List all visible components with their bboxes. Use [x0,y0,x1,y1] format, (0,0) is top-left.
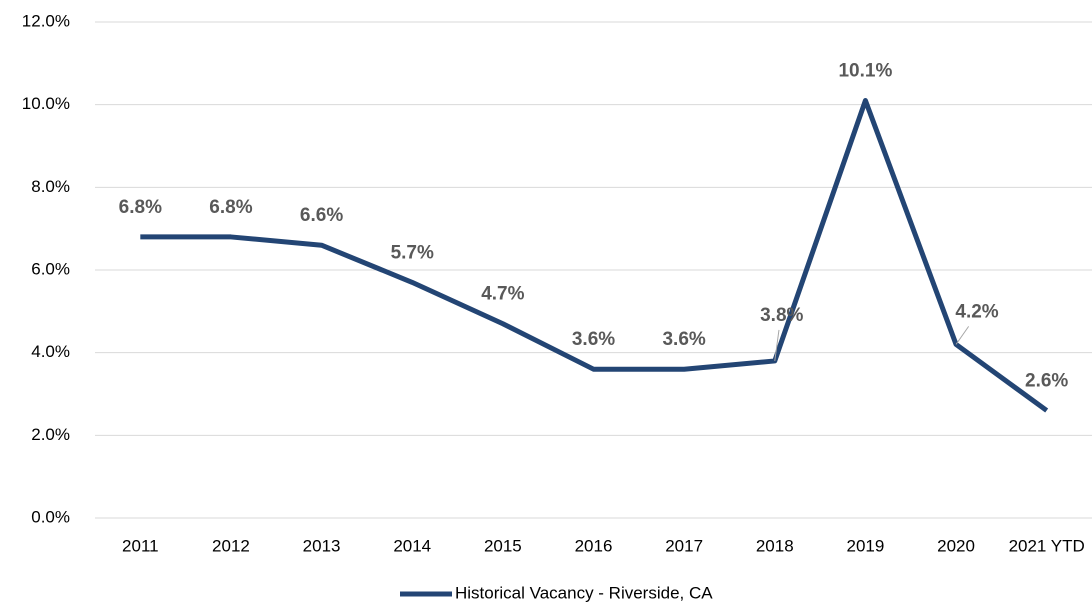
x-tick-label: 2011 [122,536,159,555]
x-tick-label: 2019 [846,536,884,555]
y-tick-label: 12.0% [22,11,70,30]
line [140,98,1049,413]
y-tick-label: 0.0% [31,507,70,526]
data-label: 3.8% [760,305,803,326]
x-tick-label: 2012 [212,536,250,555]
data-label: 6.8% [209,197,252,218]
x-tick-label: 2015 [484,536,522,555]
data-label: 10.1% [838,61,892,82]
data-label: 5.7% [391,242,434,263]
y-tick-label: 10.0% [22,94,70,113]
data-label: 4.7% [481,284,524,305]
leader-line [774,329,780,362]
y-tick-label: 2.0% [31,425,70,444]
data-label: 4.2% [955,301,998,322]
leader-line [955,326,970,345]
data-label: 3.6% [662,329,705,350]
data-label: 2.6% [1025,371,1068,392]
y-tick-label: 4.0% [31,342,70,361]
data-label: 6.6% [300,205,343,226]
x-tick-label: 2013 [303,536,341,555]
x-tick-label: 2020 [937,536,975,555]
x-tick-label: 2014 [393,536,431,555]
x-tick-label: 2018 [756,536,794,555]
x-tick-label: 2021 YTD [1009,536,1085,555]
y-tick-label: 8.0% [31,177,70,196]
y-tick-label: 6.0% [31,259,70,278]
legend-label: Historical Vacancy - Riverside, CA [455,583,713,602]
data-label: 6.8% [119,197,162,218]
data-label: 3.6% [572,329,615,350]
x-tick-label: 2017 [665,536,703,555]
x-tick-label: 2016 [575,536,613,555]
